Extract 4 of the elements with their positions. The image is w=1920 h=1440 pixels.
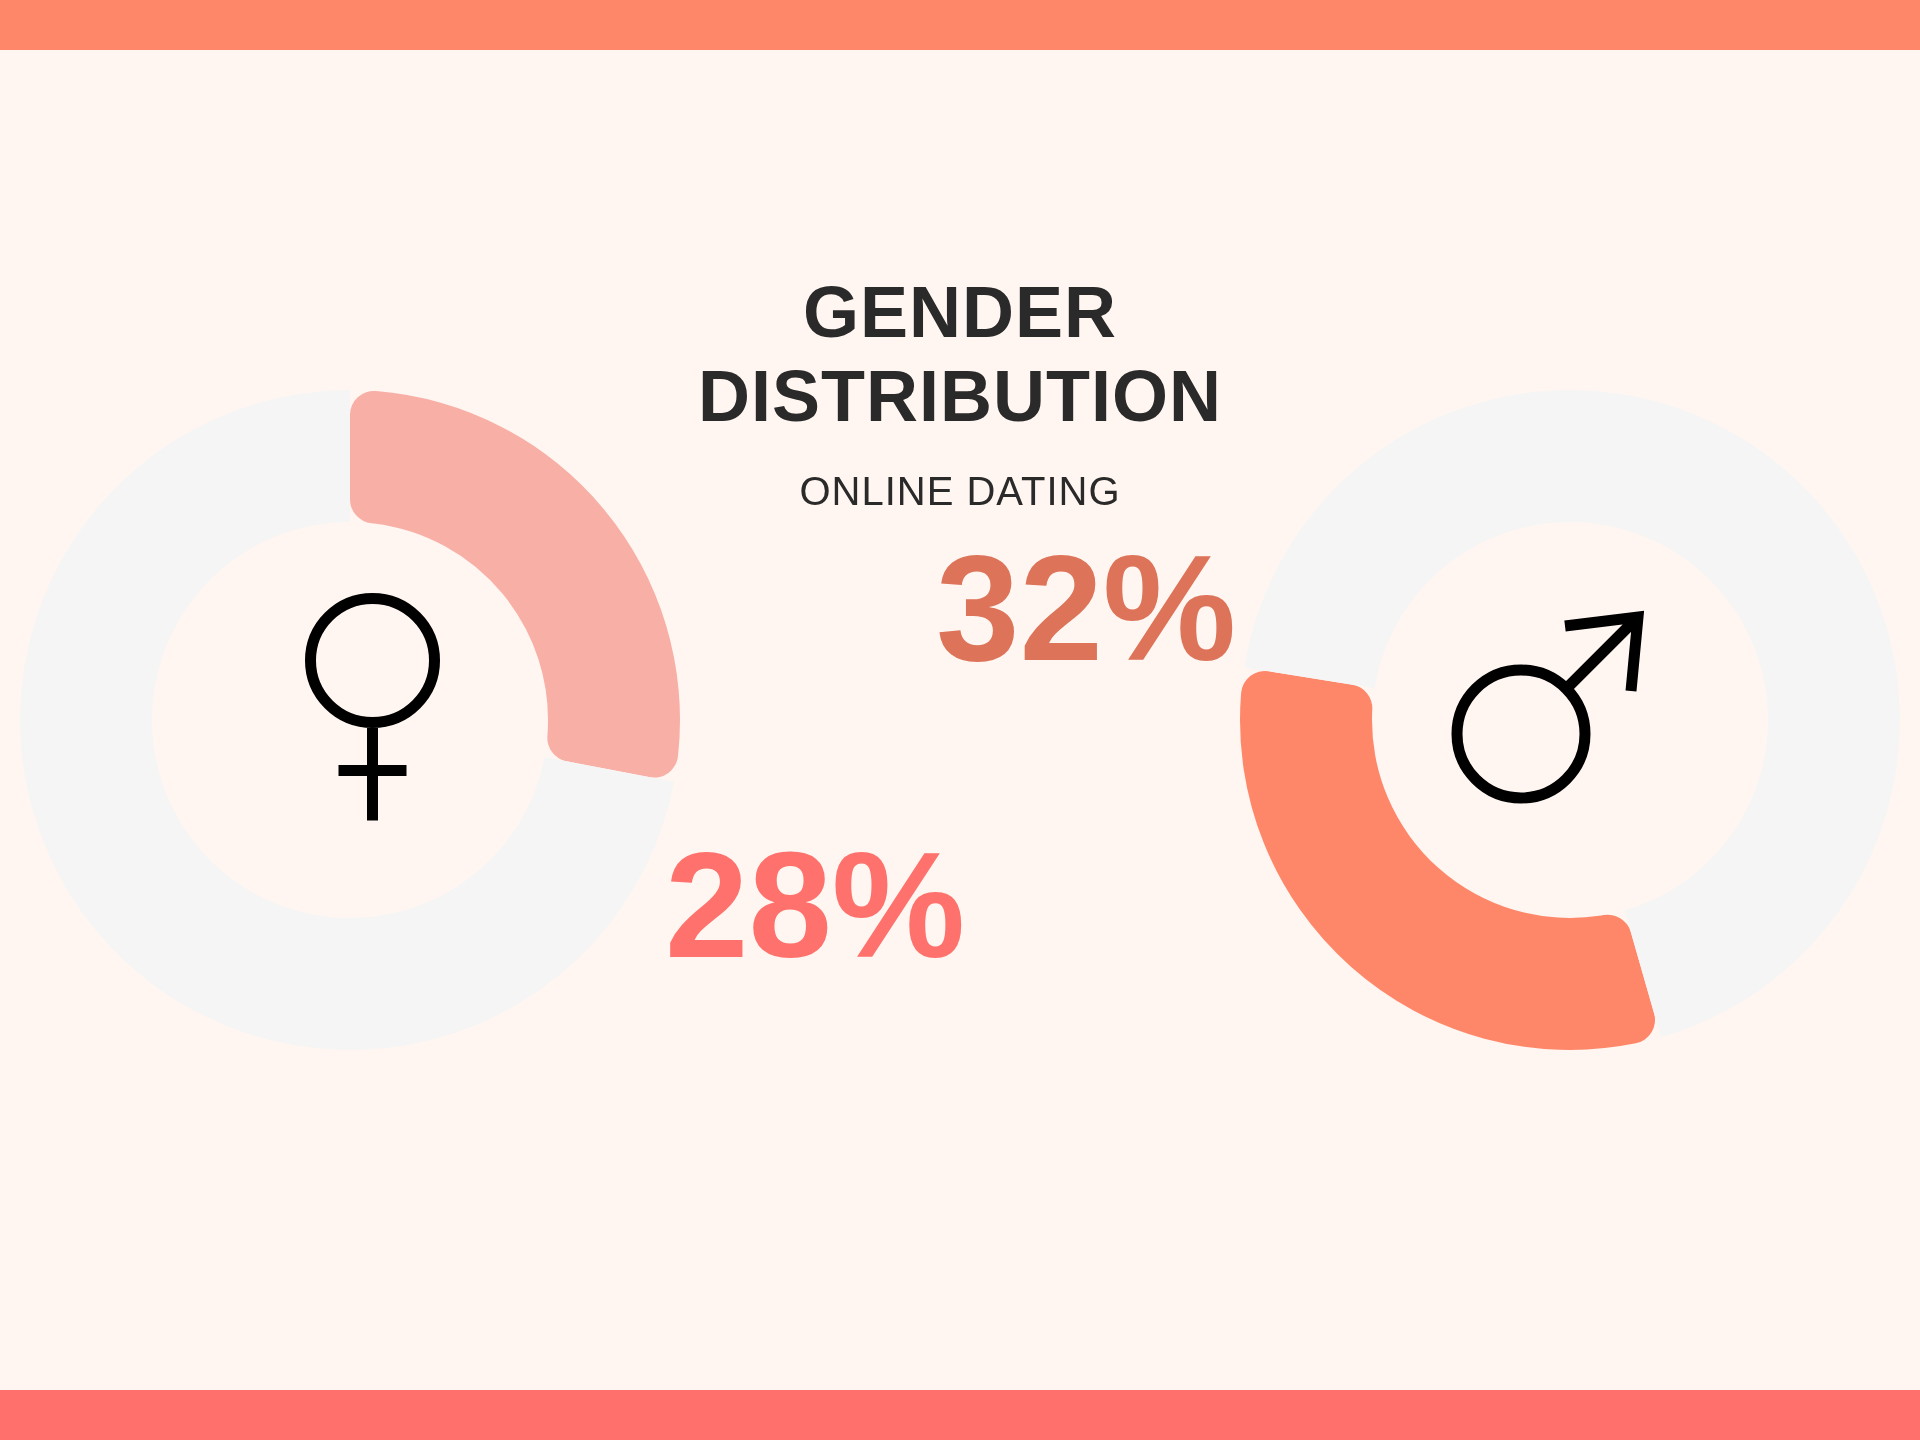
text: GENDER DISTRIBUTION xyxy=(697,271,1223,438)
data-label: 32% xyxy=(936,524,1237,692)
data-label: 28% xyxy=(665,821,966,989)
text: ONLINE DATING xyxy=(798,468,1122,514)
